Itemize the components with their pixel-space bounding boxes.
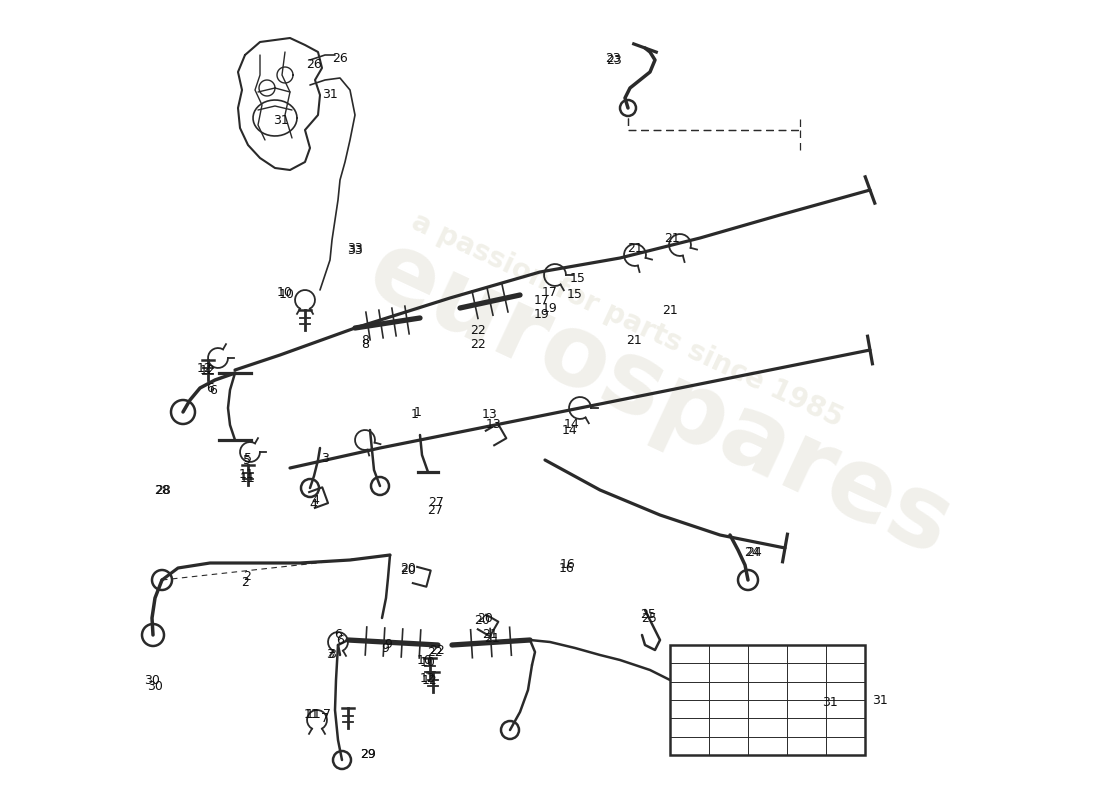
Text: 19: 19: [542, 302, 558, 314]
Text: 28: 28: [154, 483, 169, 497]
Text: 24: 24: [746, 546, 762, 558]
Text: 30: 30: [147, 679, 163, 693]
Text: 3: 3: [321, 451, 329, 465]
Text: 13: 13: [482, 409, 498, 422]
Text: 25: 25: [640, 609, 656, 622]
Text: 12: 12: [200, 363, 216, 377]
Text: 26: 26: [306, 58, 322, 71]
Text: 17: 17: [535, 294, 550, 306]
Text: 27: 27: [427, 503, 443, 517]
Text: 28: 28: [155, 483, 170, 497]
Text: 9: 9: [381, 642, 389, 654]
Text: 20: 20: [477, 611, 493, 625]
Text: 11: 11: [306, 709, 322, 722]
Text: 31: 31: [322, 89, 338, 102]
Text: 15: 15: [570, 271, 586, 285]
Text: 10: 10: [279, 289, 295, 302]
Text: 5: 5: [244, 451, 252, 465]
Text: 6: 6: [337, 634, 344, 646]
Text: 5: 5: [243, 454, 251, 466]
Text: 3: 3: [326, 649, 334, 662]
Text: 10: 10: [417, 654, 433, 666]
Text: 4: 4: [311, 494, 319, 506]
Text: 3: 3: [328, 649, 336, 662]
Text: 14: 14: [564, 418, 580, 431]
Text: 33: 33: [348, 243, 363, 257]
Text: 17: 17: [542, 286, 558, 298]
Text: 10: 10: [420, 655, 436, 669]
Text: 19: 19: [535, 309, 550, 322]
Text: 21: 21: [662, 303, 678, 317]
Text: 22: 22: [427, 646, 443, 658]
Text: 33: 33: [348, 242, 363, 254]
Text: 31: 31: [273, 114, 289, 126]
Text: 29: 29: [360, 749, 376, 762]
Text: 21: 21: [484, 631, 499, 645]
Bar: [670, 645, 865, 755]
Text: 2: 2: [241, 577, 249, 590]
Text: 4: 4: [309, 498, 317, 511]
Text: eurospares: eurospares: [353, 222, 967, 578]
Text: 22: 22: [470, 338, 486, 351]
Text: 31: 31: [822, 697, 838, 710]
Text: 11: 11: [239, 469, 255, 482]
Text: 11: 11: [304, 709, 320, 722]
Text: 13: 13: [486, 418, 502, 431]
Text: 25: 25: [641, 611, 657, 625]
Text: 22: 22: [470, 323, 486, 337]
Text: 6: 6: [209, 383, 217, 397]
Text: 21: 21: [627, 242, 642, 254]
Text: 21: 21: [626, 334, 642, 346]
Text: 22: 22: [429, 643, 444, 657]
Text: 9: 9: [384, 638, 392, 651]
Text: 12: 12: [197, 362, 213, 374]
Text: 6: 6: [206, 382, 213, 394]
Text: 23: 23: [606, 54, 621, 66]
Text: 12: 12: [422, 674, 438, 686]
Text: 7: 7: [323, 709, 331, 722]
Text: 8: 8: [361, 338, 368, 351]
Text: 15: 15: [568, 289, 583, 302]
Text: 23: 23: [605, 51, 620, 65]
Text: 27: 27: [428, 497, 444, 510]
Text: 16: 16: [560, 558, 576, 571]
Text: 20: 20: [474, 614, 490, 626]
Text: a passion for parts since 1985: a passion for parts since 1985: [407, 207, 847, 433]
Text: 14: 14: [562, 423, 578, 437]
Text: 1: 1: [411, 409, 419, 422]
Text: 20: 20: [400, 562, 416, 574]
Text: 6: 6: [334, 629, 342, 642]
Text: 7: 7: [321, 711, 329, 725]
Text: 29: 29: [360, 749, 376, 762]
Text: 21: 21: [664, 231, 680, 245]
Text: 20: 20: [400, 563, 416, 577]
Text: 16: 16: [559, 562, 575, 574]
Text: 1: 1: [414, 406, 422, 419]
Text: 31: 31: [872, 694, 888, 706]
Text: 8: 8: [361, 334, 368, 346]
Text: 11: 11: [240, 471, 256, 485]
Text: 30: 30: [144, 674, 159, 686]
Text: 12: 12: [420, 671, 436, 685]
Text: 2: 2: [243, 570, 251, 583]
Text: 24: 24: [744, 546, 760, 558]
Text: 26: 26: [332, 51, 348, 65]
Text: 21: 21: [482, 629, 498, 642]
Text: 10: 10: [277, 286, 293, 298]
